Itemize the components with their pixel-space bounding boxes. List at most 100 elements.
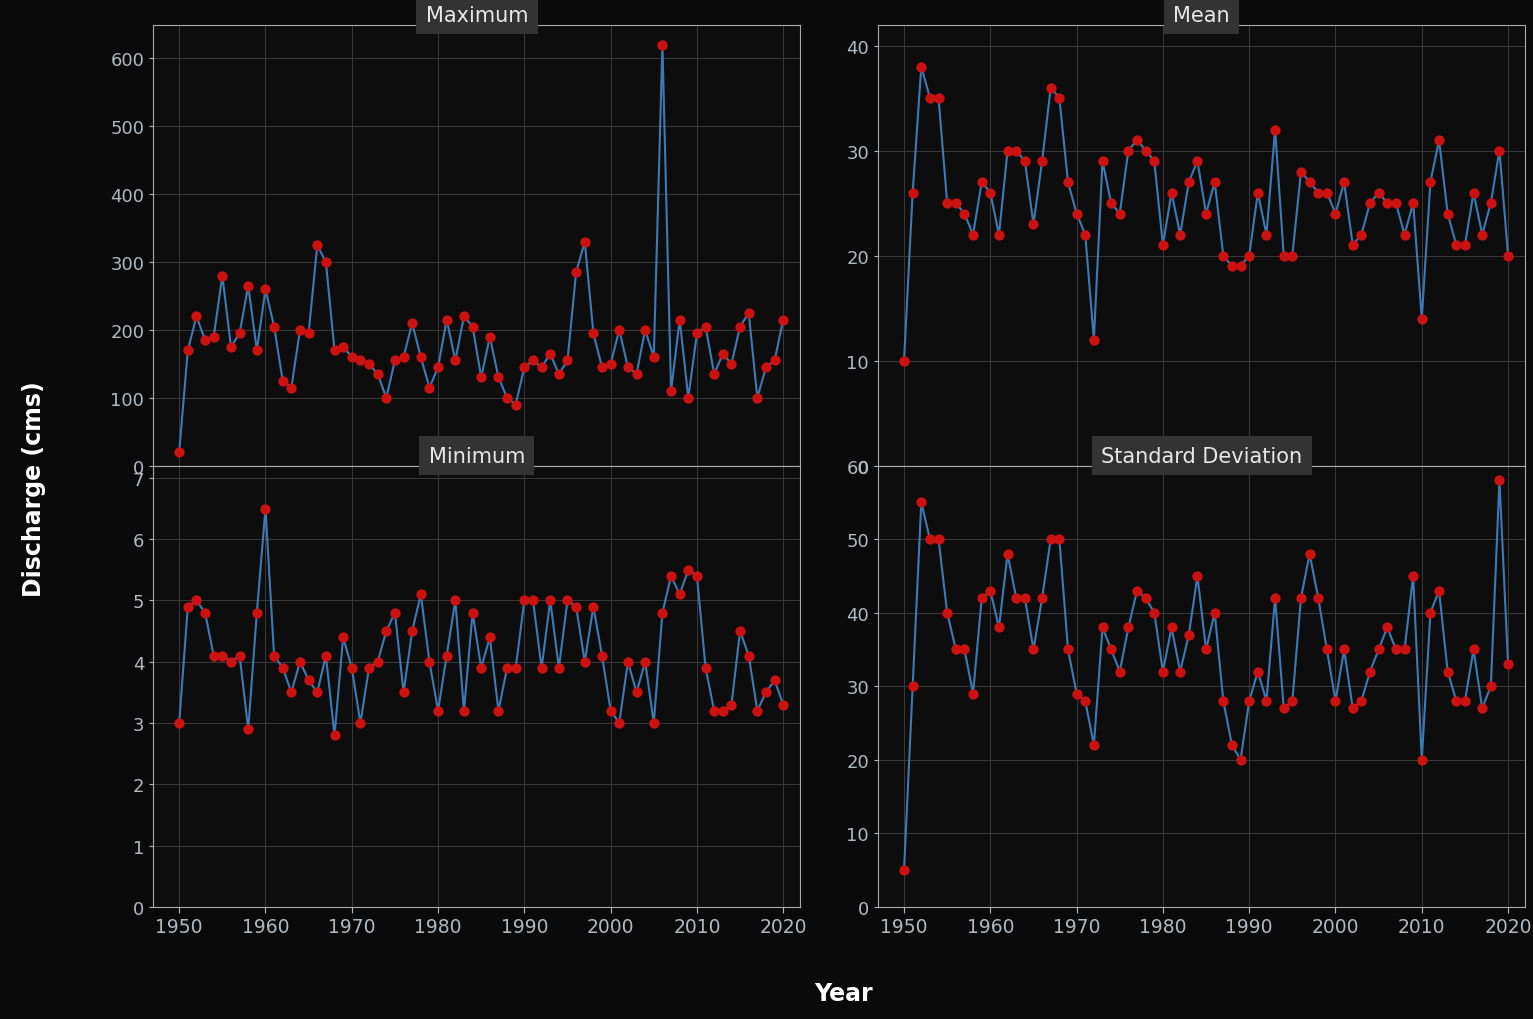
Point <box>210 268 235 284</box>
Point <box>270 660 294 677</box>
Point <box>305 237 330 254</box>
Point <box>245 342 270 359</box>
Point <box>590 360 615 376</box>
Point <box>926 91 950 107</box>
Point <box>452 703 477 719</box>
Point <box>693 319 717 335</box>
Point <box>1263 590 1288 606</box>
Point <box>1444 693 1469 709</box>
Point <box>1289 590 1314 606</box>
Point <box>521 593 546 609</box>
Point <box>460 605 484 622</box>
Title: Standard Deviation: Standard Deviation <box>1101 446 1303 467</box>
Point <box>1082 332 1107 348</box>
Point <box>564 265 589 281</box>
Point <box>892 862 917 878</box>
Point <box>685 326 710 342</box>
Point <box>736 306 760 322</box>
Point <box>1021 217 1046 233</box>
Point <box>1306 590 1331 606</box>
Point <box>538 593 563 609</box>
Point <box>288 322 313 338</box>
Point <box>1340 237 1364 254</box>
Point <box>270 373 294 389</box>
Point <box>572 654 596 671</box>
Point <box>1461 642 1485 658</box>
Point <box>1297 546 1321 562</box>
Point <box>357 357 382 373</box>
Point <box>486 703 510 719</box>
Point <box>1159 620 1183 636</box>
Point <box>1228 752 1252 768</box>
Point <box>641 715 665 732</box>
Point <box>279 380 304 396</box>
Point <box>555 353 579 369</box>
Point <box>685 569 710 585</box>
Point <box>201 648 225 664</box>
Point <box>1444 237 1469 254</box>
Point <box>1116 144 1141 160</box>
Point <box>1418 605 1443 622</box>
Point <box>288 654 313 671</box>
Point <box>978 185 1003 202</box>
Point <box>1211 249 1236 265</box>
Point <box>1254 693 1279 709</box>
Point <box>754 360 779 376</box>
Point <box>736 648 760 664</box>
Point <box>624 685 648 701</box>
Point <box>1202 605 1226 622</box>
Point <box>1478 196 1502 212</box>
Point <box>1176 627 1200 643</box>
Point <box>771 697 796 713</box>
Point <box>728 319 753 335</box>
Point <box>1271 249 1295 265</box>
Point <box>167 715 192 732</box>
Point <box>909 59 934 75</box>
Point <box>1487 473 1512 489</box>
Point <box>1289 164 1314 180</box>
Point <box>193 605 218 622</box>
Point <box>417 654 442 671</box>
Point <box>1220 259 1245 275</box>
Point <box>978 583 1003 599</box>
Point <box>650 605 675 622</box>
Point <box>495 390 520 407</box>
Point <box>762 353 786 369</box>
Point <box>1013 590 1038 606</box>
Point <box>1142 605 1167 622</box>
Point <box>1315 642 1340 658</box>
Point <box>598 703 622 719</box>
Point <box>754 685 779 701</box>
Point <box>245 605 270 622</box>
Point <box>1340 700 1364 716</box>
Point <box>469 660 494 677</box>
Point <box>693 660 717 677</box>
Point <box>227 326 251 342</box>
Point <box>1246 663 1271 680</box>
Point <box>1220 737 1245 753</box>
Point <box>1392 227 1416 244</box>
Point <box>961 227 986 244</box>
Point <box>408 350 432 366</box>
Point <box>529 360 553 376</box>
Point <box>167 444 192 461</box>
Point <box>521 353 546 369</box>
Point <box>935 605 960 622</box>
Point <box>478 329 503 345</box>
Point <box>1409 752 1433 768</box>
Point <box>1306 185 1331 202</box>
Point <box>176 599 201 615</box>
Point <box>426 703 451 719</box>
Point <box>391 685 415 701</box>
Point <box>201 329 225 345</box>
Point <box>503 660 527 677</box>
Point <box>434 312 458 328</box>
Point <box>383 605 408 622</box>
Title: Mean: Mean <box>1173 5 1229 25</box>
Point <box>227 648 251 664</box>
Point <box>184 309 208 325</box>
Point <box>1496 249 1521 265</box>
Point <box>1047 91 1072 107</box>
Point <box>322 728 346 744</box>
Point <box>926 532 950 548</box>
